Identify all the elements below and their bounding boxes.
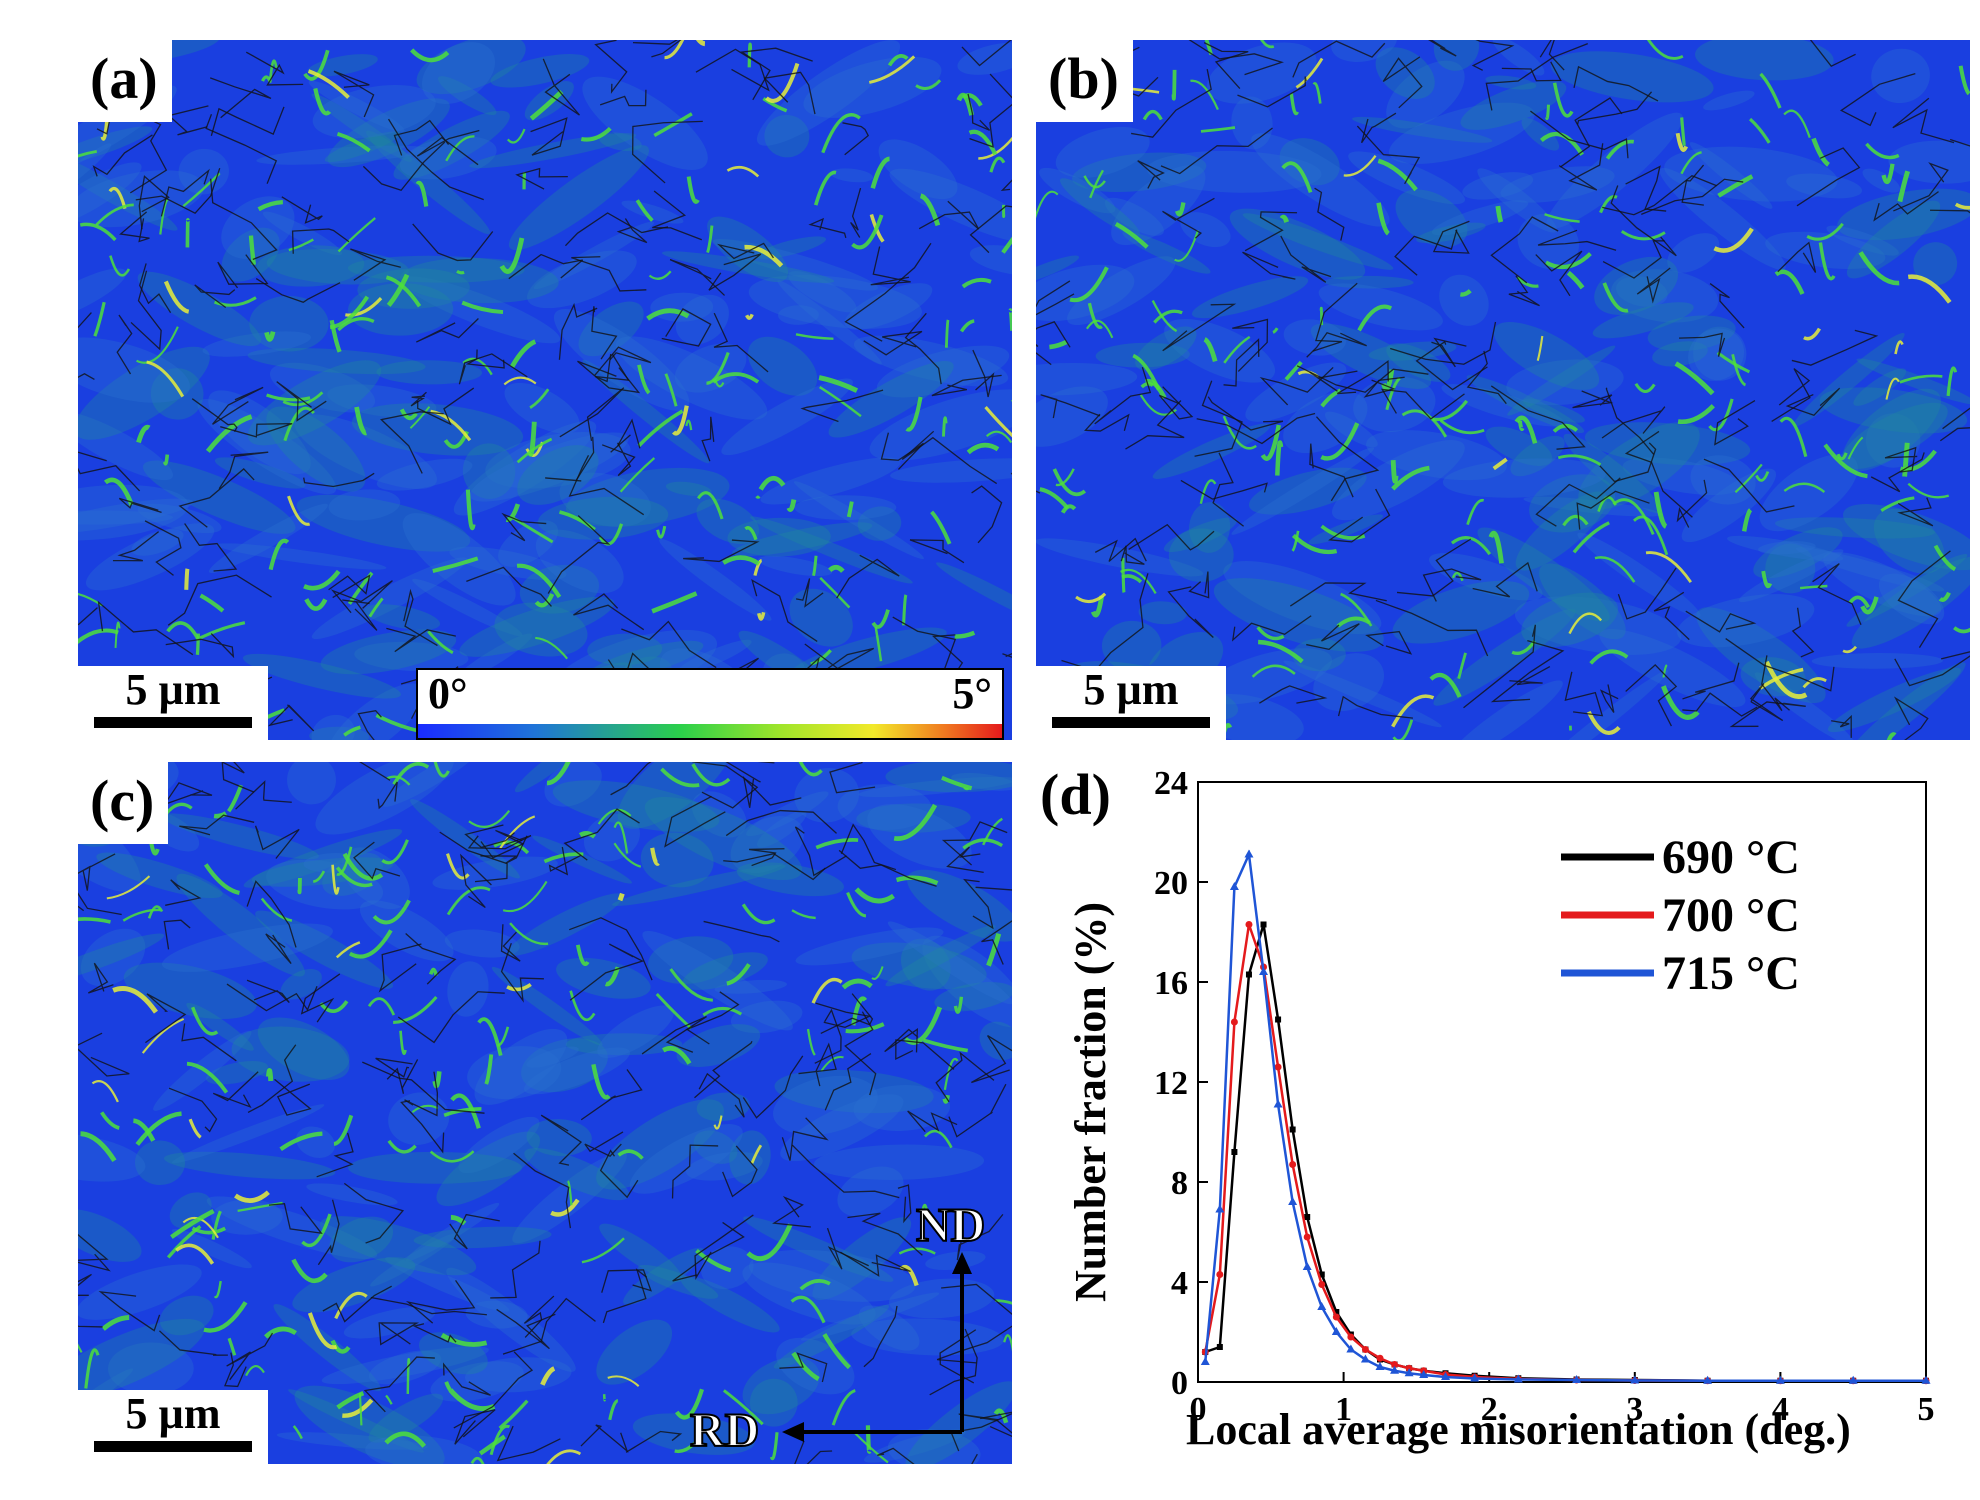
data-point-715 [1317,1302,1327,1310]
x-tick-label: 0 [1190,1391,1207,1428]
data-point-690 [1275,1016,1282,1023]
data-point-700 [1274,1063,1282,1071]
series-line-690 [1204,924,1926,1382]
y-tick-label: 16 [1154,965,1188,1002]
scale-bar-a: 5 µm [78,666,268,740]
data-point-715 [1630,1375,1640,1384]
kam-texture-b [1036,40,1970,740]
panel-label-c: (c) [78,762,169,844]
x-tick-label: 4 [1772,1391,1789,1428]
data-point-715 [1572,1375,1582,1383]
legend-label-700: 700 °C [1662,889,1800,942]
scale-bar-b: 5 µm [1036,666,1226,740]
y-tick-label: 12 [1154,1065,1188,1102]
data-point-700 [1361,1346,1369,1353]
data-point-715 [1703,1375,1713,1384]
panel-label-a: (a) [78,40,172,122]
data-point-700 [1303,1233,1311,1241]
data-point-690 [1304,1214,1311,1220]
data-point-690 [1216,1344,1223,1350]
data-point-690 [1231,1149,1238,1155]
y-tick-label: 24 [1154,765,1188,802]
kam-texture-a [78,40,1012,740]
chart-panel-d: (d) 0 1 2 3 4 5 0 4 8 12 16 20 24 690 °C 700 °C 715 °C … [1036,762,1970,1462]
data-point-715 [1229,882,1239,890]
series-line-715 [1204,849,1926,1382]
nd-label: ND [915,1199,986,1252]
ebsd-map-a: (a) 5 µm 0° 5° [78,40,1012,740]
scale-bar-c: 5 µm [78,1390,268,1464]
data-point-715 [1288,1197,1298,1205]
direction-arrows [782,1252,972,1442]
data-point-690 [1318,1271,1325,1278]
panel-label-d: (d) [1040,762,1111,827]
plot-frame [1197,781,1927,1383]
series-line-700 [1204,924,1926,1382]
x-tick-label: 5 [1918,1391,1935,1428]
scale-bar-text-a: 5 µm [125,665,221,714]
legend-label-715: 715 °C [1662,947,1800,1000]
data-point-715 [1200,1357,1210,1365]
data-point-700 [1318,1281,1326,1288]
y-tick-label: 8 [1171,1165,1188,1202]
y-tick-label: 0 [1171,1365,1188,1402]
data-point-715 [1244,849,1254,858]
data-point-715 [1273,1099,1283,1108]
scale-bar-text-b: 5 µm [1083,665,1179,714]
rd-label: RD [689,1404,760,1457]
nd-arrowhead-icon [952,1252,972,1274]
data-point-715 [1921,1375,1931,1384]
data-point-700 [1216,1271,1224,1278]
data-point-715 [1470,1373,1480,1382]
data-point-700 [1332,1313,1340,1321]
data-point-715 [1302,1262,1312,1270]
scale-bar-line-a [94,717,252,728]
data-point-690 [1289,1126,1296,1133]
data-point-715 [1404,1368,1414,1377]
data-point-715 [1331,1327,1341,1335]
scale-bar-line-b [1052,717,1210,728]
legend-label-690: 690 °C [1662,831,1800,884]
y-tick-label: 4 [1171,1265,1188,1302]
data-point-700 [1230,1018,1238,1026]
data-point-715 [1441,1372,1451,1380]
panel-label-b: (b) [1036,40,1133,122]
x-axis-label: Local average misorientation (deg.) [1186,1405,1851,1454]
data-point-715 [1419,1370,1429,1378]
data-point-700 [1376,1354,1384,1362]
scale-bar-text-c: 5 µm [125,1389,221,1438]
data-point-700 [1289,1161,1297,1168]
data-point-690 [1245,971,1252,978]
scale-bar-line-c [94,1441,252,1452]
x-tick-label: 2 [1481,1391,1498,1428]
y-axis-label: Number fraction (%) [1066,902,1115,1302]
ebsd-map-b: (b) 5 µm [1036,40,1970,740]
data-point-715 [1848,1375,1858,1384]
color-bar: 0° 5° [416,668,1004,740]
data-point-700 [1347,1333,1355,1341]
y-tick-label: 20 [1154,865,1188,902]
data-point-715 [1390,1365,1400,1374]
x-tick-label: 3 [1626,1391,1643,1428]
data-point-715 [1259,967,1269,975]
color-bar-min: 0° [428,669,468,718]
data-point-715 [1360,1354,1370,1363]
data-point-715 [1346,1344,1356,1353]
data-point-700 [1391,1361,1399,1368]
data-point-715 [1775,1375,1785,1384]
data-point-715 [1215,1204,1225,1213]
data-point-700 [1245,921,1253,928]
kam-texture-c [78,762,1012,1464]
color-bar-max: 5° [952,669,992,718]
rd-arrowhead-icon [782,1422,804,1442]
data-point-715 [1513,1374,1523,1383]
x-tick-label: 1 [1335,1391,1352,1428]
color-bar-gradient [418,724,1002,738]
data-point-690 [1333,1309,1340,1315]
ebsd-map-c: (c) 5 µm ND RD [78,762,1012,1464]
data-point-690 [1260,921,1267,928]
data-point-715 [1375,1362,1385,1370]
